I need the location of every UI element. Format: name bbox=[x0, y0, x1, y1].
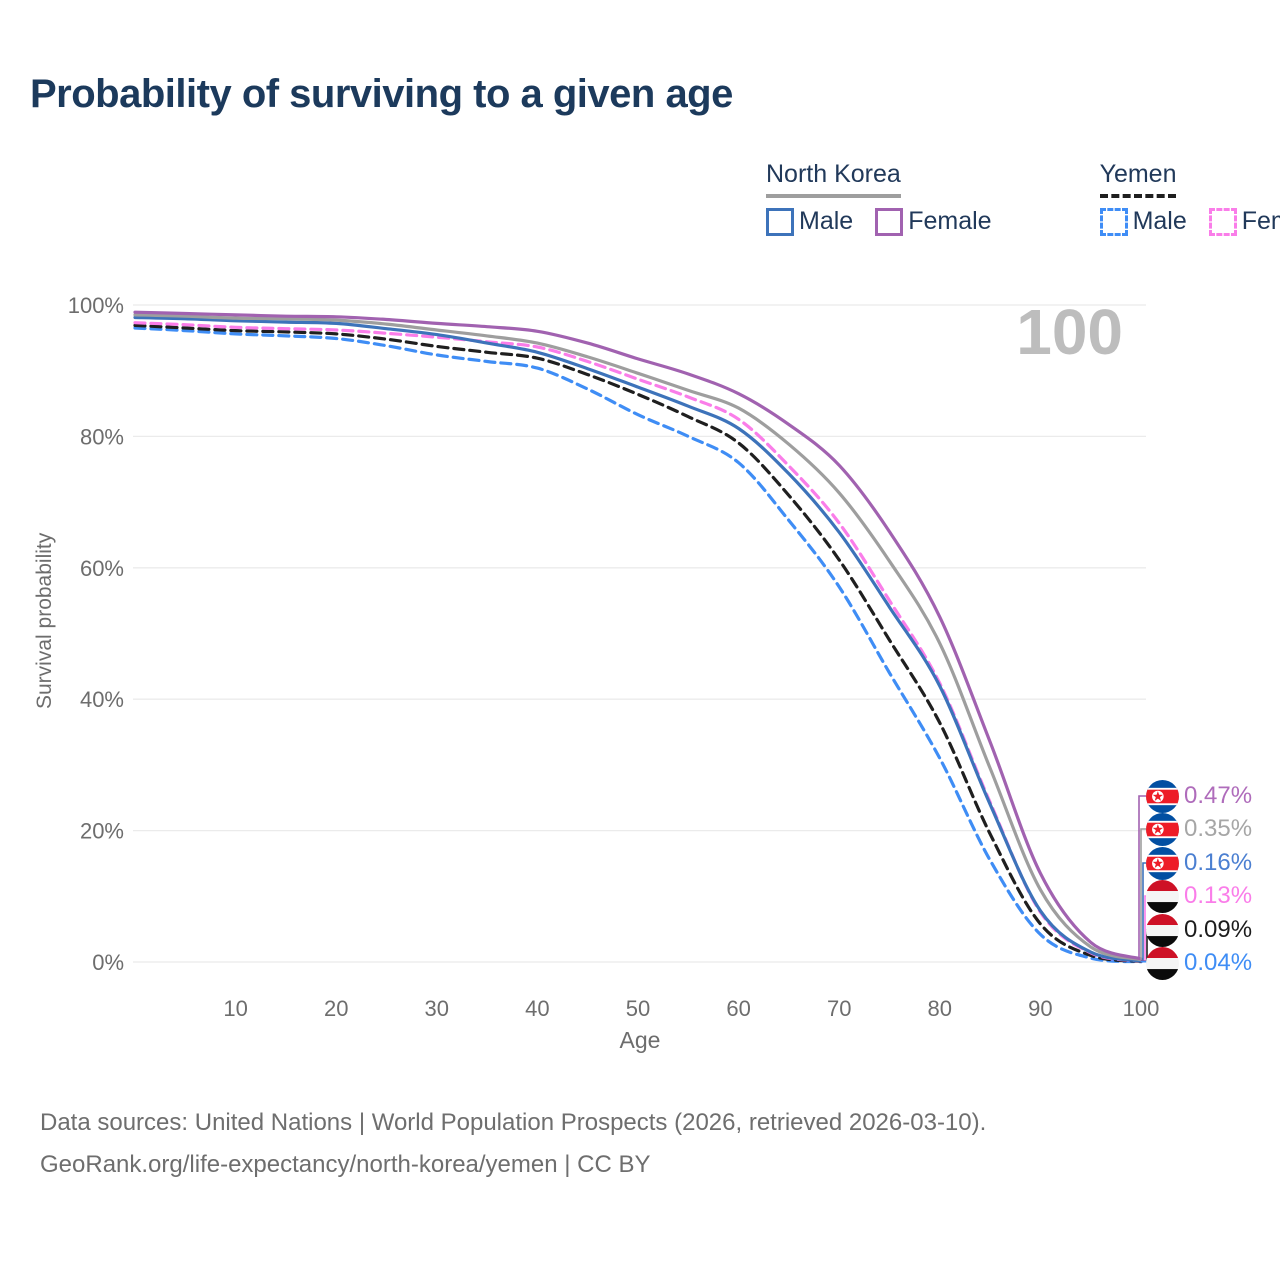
north-korea-male-swatch-icon bbox=[766, 207, 794, 236]
end-label-row[interactable]: 0.04% bbox=[1146, 946, 1252, 980]
yemen-flag-icon bbox=[1146, 947, 1179, 980]
page-title: Probability of surviving to a given age bbox=[30, 72, 733, 116]
end-label-row[interactable]: 0.47% bbox=[1146, 779, 1252, 813]
legend-item-label: Female bbox=[1241, 207, 1280, 235]
end-label-value: 0.35% bbox=[1184, 815, 1253, 842]
legend-item-label: Female bbox=[908, 207, 992, 235]
x-tick-label: 70 bbox=[827, 996, 851, 1021]
curve-yemen-female[interactable] bbox=[133, 321, 1143, 963]
y-tick-label: 20% bbox=[80, 819, 124, 844]
x-tick-label: 50 bbox=[626, 996, 650, 1021]
x-tick-label: 100 bbox=[1123, 996, 1160, 1021]
footer: Data sources: United Nations | World Pop… bbox=[40, 1102, 986, 1186]
x-tick-label: 90 bbox=[1028, 996, 1052, 1021]
x-tick-label: 30 bbox=[425, 996, 449, 1021]
yemen-female-swatch-icon bbox=[1208, 207, 1237, 236]
age-watermark: 100 bbox=[1016, 296, 1123, 368]
legend-items-north-korea: Male Female bbox=[766, 207, 992, 236]
curve-yemen-both-sexes[interactable] bbox=[133, 323, 1143, 963]
x-axis-title: Age bbox=[619, 1027, 661, 1053]
end-label-row[interactable]: 0.35% bbox=[1146, 812, 1252, 846]
north-korea-female-swatch-icon bbox=[875, 207, 904, 236]
end-label-value: 0.16% bbox=[1184, 849, 1253, 876]
north-korea-flag-icon bbox=[1146, 847, 1179, 880]
curve-yemen-male[interactable] bbox=[133, 326, 1143, 964]
curve-north-korea-female[interactable] bbox=[133, 310, 1143, 961]
end-label-connector bbox=[1140, 828, 1146, 960]
curve-north-korea-male[interactable] bbox=[133, 315, 1143, 963]
legend-items-yemen: Male Female bbox=[1099, 207, 1280, 236]
end-label-connector bbox=[1138, 795, 1146, 960]
x-tick-label: 60 bbox=[726, 996, 750, 1021]
x-tick-label: 80 bbox=[928, 996, 952, 1021]
yemen-male-swatch-icon bbox=[1099, 207, 1128, 236]
y-tick-label: 40% bbox=[80, 687, 124, 712]
legend-group-title-north-korea[interactable]: North Korea bbox=[766, 160, 901, 198]
footer-license-line: GeoRank.org/life-expectancy/north-korea/… bbox=[40, 1151, 651, 1178]
end-label-row[interactable]: 0.16% bbox=[1146, 846, 1252, 880]
legend-group-title-yemen[interactable]: Yemen bbox=[1099, 160, 1177, 198]
legend-item-yemen-male[interactable]: Male bbox=[1099, 207, 1187, 236]
legend-item-yemen-female[interactable]: Female bbox=[1208, 207, 1280, 236]
yemen-flag-icon bbox=[1146, 914, 1179, 947]
north-korea-flag-icon bbox=[1146, 780, 1179, 813]
y-tick-label: 60% bbox=[80, 556, 124, 581]
legend: North Korea Male Female Yemen Male Femal… bbox=[766, 160, 1280, 236]
legend-item-label: Male bbox=[799, 207, 854, 235]
x-tick-label: 40 bbox=[525, 996, 549, 1021]
y-tick-label: 80% bbox=[80, 424, 124, 449]
curve-north-korea-both-sexes[interactable] bbox=[133, 313, 1143, 962]
x-tick-label: 20 bbox=[324, 996, 348, 1021]
x-tick-label: 10 bbox=[223, 996, 247, 1021]
y-tick-label: 0% bbox=[92, 950, 124, 975]
legend-group-north-korea: North Korea Male Female bbox=[766, 160, 992, 236]
end-label-value: 0.09% bbox=[1184, 916, 1253, 943]
north-korea-flag-icon bbox=[1146, 813, 1179, 846]
y-tick-label: 100% bbox=[68, 293, 124, 318]
legend-item-north-korea-male[interactable]: Male bbox=[766, 207, 853, 236]
legend-group-yemen: Yemen Male Female bbox=[1099, 160, 1280, 236]
end-label-row[interactable]: 0.13% bbox=[1146, 879, 1252, 913]
y-axis-title: Survival probability bbox=[33, 532, 56, 709]
legend-item-label: Male bbox=[1132, 207, 1187, 235]
end-label-value: 0.13% bbox=[1184, 882, 1253, 909]
footer-source-line: Data sources: United Nations | World Pop… bbox=[40, 1109, 987, 1136]
end-label-value: 0.47% bbox=[1184, 782, 1253, 809]
end-label-value: 0.04% bbox=[1184, 949, 1253, 976]
legend-item-north-korea-female[interactable]: Female bbox=[875, 207, 992, 236]
yemen-flag-icon bbox=[1146, 880, 1179, 913]
end-label-row[interactable]: 0.09% bbox=[1146, 913, 1252, 947]
